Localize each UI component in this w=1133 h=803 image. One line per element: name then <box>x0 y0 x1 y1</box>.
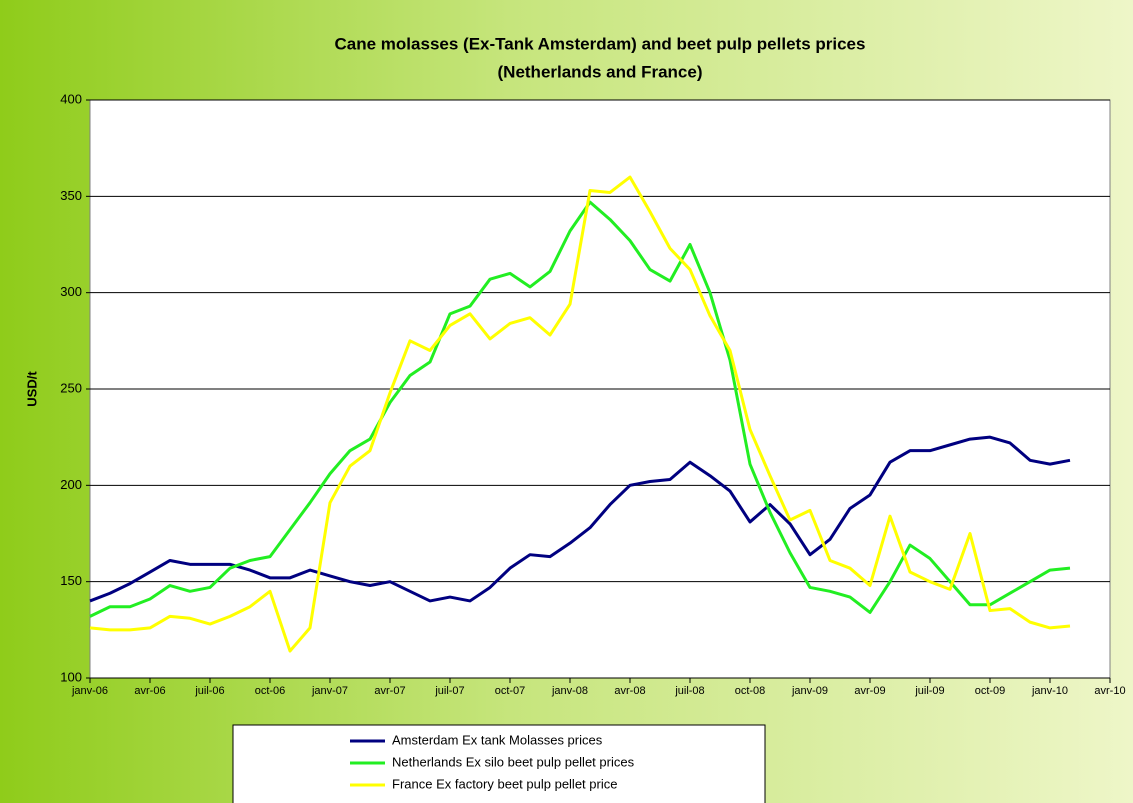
x-tick-label: juil-09 <box>914 685 944 697</box>
x-tick-label: oct-08 <box>735 685 766 697</box>
legend-label: France Ex factory beet pulp pellet price <box>392 776 617 791</box>
x-tick-label: avr-06 <box>134 685 165 697</box>
x-tick-label: juil-08 <box>674 685 704 697</box>
y-tick-label: 250 <box>60 380 82 395</box>
series-line <box>89 200 1071 618</box>
x-tick-label: janv-07 <box>311 685 348 697</box>
y-tick-label: 100 <box>60 669 82 684</box>
x-tick-label: janv-09 <box>791 685 828 697</box>
y-axis-label: USD/t <box>24 371 39 407</box>
x-tick-label: janv-08 <box>551 685 588 697</box>
x-tick-label: janv-06 <box>71 685 108 697</box>
series-line <box>89 435 1071 603</box>
x-tick-label: oct-06 <box>255 685 286 697</box>
y-tick-label: 150 <box>60 573 82 588</box>
y-tick-label: 400 <box>60 91 82 106</box>
x-tick-label: avr-07 <box>374 685 405 697</box>
x-tick-label: avr-09 <box>854 685 885 697</box>
x-tick-label: janv-10 <box>1031 685 1068 697</box>
x-tick-label: avr-08 <box>614 685 645 697</box>
x-tick-label: oct-07 <box>495 685 526 697</box>
y-tick-label: 350 <box>60 188 82 203</box>
legend-label: Netherlands Ex silo beet pulp pellet pri… <box>392 754 635 769</box>
chart-title: Cane molasses (Ex-Tank Amsterdam) and be… <box>335 34 866 53</box>
legend <box>232 724 766 803</box>
x-tick-label: oct-09 <box>975 685 1006 697</box>
x-tick-label: juil-06 <box>194 685 224 697</box>
x-tick-label: avr-10 <box>1094 685 1125 697</box>
chart-title: (Netherlands and France) <box>498 62 703 81</box>
x-tick-label: juil-07 <box>434 685 464 697</box>
y-tick-label: 300 <box>60 284 82 299</box>
y-tick-label: 200 <box>60 477 82 492</box>
legend-label: Amsterdam Ex tank Molasses prices <box>392 732 603 747</box>
series-line <box>89 175 1071 653</box>
